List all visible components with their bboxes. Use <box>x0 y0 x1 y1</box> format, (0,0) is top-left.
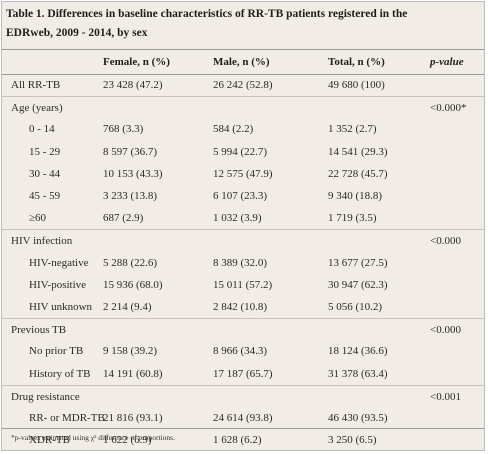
cell-female: 21 816 (93.1) <box>103 412 163 424</box>
header-total: Total, n (%) <box>328 56 385 68</box>
header-female: Female, n (%) <box>103 56 170 68</box>
table-row: Previous TB <0.000 <box>2 318 484 341</box>
table-caption: Table 1. Differences in baseline charact… <box>6 5 482 43</box>
cell-male: 1 628 (6.2) <box>213 434 262 447</box>
table-row: 15 - 29 8 597 (36.7) 5 994 (22.7) 14 541 (2… <box>2 141 484 163</box>
table-row: Drug resistance <0.001 <box>2 384 484 408</box>
cell-total: 18 124 (36.6) <box>328 345 388 358</box>
table-row: History of TB 14 191 (60.8) 17 187 (65.7) 3… <box>2 363 484 385</box>
cell-female: 9 158 (39.2) <box>103 345 158 358</box>
cell-total: 5 056 (10.2) <box>328 301 383 313</box>
row-label: ≥60 <box>29 212 47 225</box>
row-label: Age (years) <box>11 102 63 115</box>
cell-female: 768 (3.3) <box>103 123 144 136</box>
cell-male: 24 614 (93.8) <box>213 412 273 424</box>
cell-pvalue: <0.000 <box>430 235 461 248</box>
bottom-rule <box>2 428 484 429</box>
cell-female: 23 428 (47.2) <box>103 79 163 91</box>
cell-female: 2 214 (9.4) <box>103 301 152 313</box>
cell-total: 46 430 (93.5) <box>328 412 388 424</box>
row-label: 30 - 44 <box>29 167 61 180</box>
cell-female: 15 936 (68.0) <box>103 278 163 291</box>
table-row: 30 - 44 10 153 (43.3) 12 575 (47.9) 22 728 … <box>2 163 484 185</box>
table-row: HIV-negative 5 288 (22.6) 8 389 (32.0) 13 6… <box>2 252 484 274</box>
table-header-row: Female, n (%) Male, n (%) Total, n (%) p… <box>2 49 484 75</box>
row-label: All RR-TB <box>11 79 61 91</box>
cell-male: 5 994 (22.7) <box>213 145 268 158</box>
cell-female: 3 233 (13.8) <box>103 190 158 202</box>
row-label: 45 - 59 <box>29 190 61 202</box>
cell-female: 10 153 (43.3) <box>103 167 163 180</box>
table-row: Age (years) <0.000* <box>2 96 484 119</box>
table-row: ≥60 687 (2.9) 1 032 (3.9) 1 719 (3.5) <box>2 207 484 229</box>
cell-total: 13 677 (27.5) <box>328 256 388 269</box>
row-label: XDR-TB <box>29 434 70 447</box>
row-label: History of TB <box>29 367 91 380</box>
table-footnote: *p-values estimated using χ² difference … <box>11 433 175 442</box>
cell-pvalue: <0.001 <box>430 390 461 403</box>
cell-total: 31 378 (63.4) <box>328 367 388 380</box>
cell-female: 8 597 (36.7) <box>103 145 158 158</box>
cell-female: 687 (2.9) <box>103 212 144 225</box>
row-label: No prior TB <box>29 345 84 358</box>
row-label: HIV infection <box>11 235 73 248</box>
cell-pvalue: <0.000* <box>430 102 467 115</box>
cell-male: 6 107 (23.3) <box>213 190 268 202</box>
cell-female: 14 191 (60.8) <box>103 367 163 380</box>
table-row: All RR-TB 23 428 (47.2) 26 242 (52.8) 49 68… <box>2 74 484 96</box>
table-row: 45 - 59 3 233 (13.8) 6 107 (23.3) 9 340 (18… <box>2 185 484 207</box>
row-label: HIV-negative <box>29 256 89 269</box>
header-male: Male, n (%) <box>213 56 270 68</box>
row-label: Previous TB <box>11 324 67 337</box>
table-row: HIV infection <0.000 <box>2 229 484 252</box>
table-row: XDR-TB 1 622 (6.9) 1 628 (6.2) 3 250 (6.5) <box>2 429 484 451</box>
row-label: HIV unknown <box>29 301 93 313</box>
caption-line-1: Table 1. Differences in baseline charact… <box>6 8 408 20</box>
table-row: HIV unknown 2 214 (9.4) 2 842 (10.8) 5 056 … <box>2 296 484 318</box>
cell-total: 1 719 (3.5) <box>328 212 377 225</box>
row-label: RR- or MDR-TB <box>29 412 105 424</box>
table-row: No prior TB 9 158 (39.2) 8 966 (34.3) 18 12… <box>2 340 484 362</box>
table-row: HIV-positive 15 936 (68.0) 15 011 (57.2) 30… <box>2 274 484 296</box>
row-label: 15 - 29 <box>29 145 61 158</box>
cell-male: 8 389 (32.0) <box>213 256 268 269</box>
table-row: 0 - 14 768 (3.3) 584 (2.2) 1 352 (2.7) <box>2 118 484 140</box>
header-pvalue: p-value <box>430 56 464 68</box>
cell-male: 584 (2.2) <box>213 123 254 136</box>
cell-male: 12 575 (47.9) <box>213 167 273 180</box>
row-label: 0 - 14 <box>29 123 55 136</box>
cell-total: 22 728 (45.7) <box>328 167 388 180</box>
cell-total: 30 947 (62.3) <box>328 278 388 291</box>
cell-male: 2 842 (10.8) <box>213 301 268 313</box>
cell-pvalue: <0.000 <box>430 324 461 337</box>
cell-male: 17 187 (65.7) <box>213 367 273 380</box>
cell-total: 9 340 (18.8) <box>328 190 383 202</box>
cell-male: 26 242 (52.8) <box>213 79 273 91</box>
caption-line-2: EDRweb, 2009 - 2014, by sex <box>6 27 148 39</box>
cell-female: 1 622 (6.9) <box>103 434 152 447</box>
cell-total: 49 680 (100) <box>328 79 385 91</box>
cell-total: 3 250 (6.5) <box>328 434 377 447</box>
cell-total: 14 541 (29.3) <box>328 145 388 158</box>
cell-female: 5 288 (22.6) <box>103 256 158 269</box>
cell-male: 1 032 (3.9) <box>213 212 262 225</box>
table-row: RR- or MDR-TB 21 816 (93.1) 24 614 (93.8) 4… <box>2 407 484 429</box>
cell-male: 8 966 (34.3) <box>213 345 268 358</box>
cell-total: 1 352 (2.7) <box>328 123 377 136</box>
row-label: Drug resistance <box>11 390 80 403</box>
cell-male: 15 011 (57.2) <box>213 278 273 291</box>
row-label: HIV-positive <box>29 278 87 291</box>
